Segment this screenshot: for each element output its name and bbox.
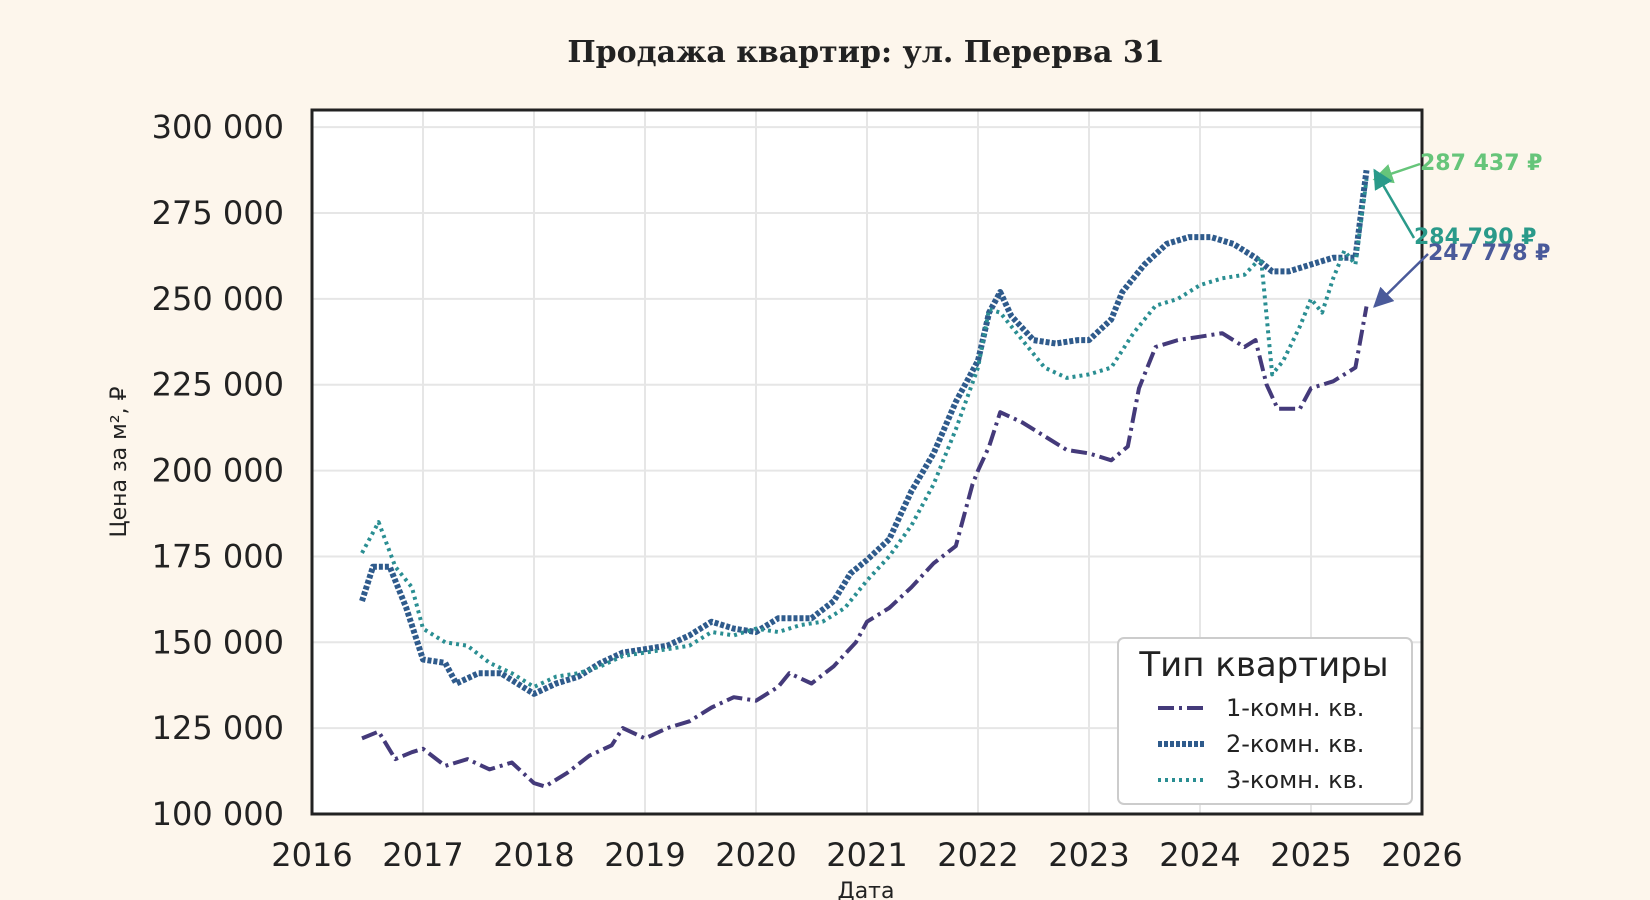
y-tick-label: 125 000 — [152, 709, 284, 747]
annotation-arrow-3 — [1373, 253, 1429, 308]
x-tick-label: 2025 — [1270, 836, 1351, 874]
legend-label-1: 1-комн. кв. — [1226, 694, 1364, 722]
series-line-3 — [360, 179, 1369, 689]
series-line-1 — [361, 306, 1369, 789]
legend-label-2: 2-комн. кв. — [1226, 730, 1364, 758]
tick-labels: 2016 2017 2018 2019 2020 2021 2022 2023 2024 2025… — [152, 108, 1463, 874]
y-tick-label: 175 000 — [152, 537, 284, 575]
annotation-arrow-2 — [1373, 168, 1416, 239]
y-tick-label: 100 000 — [152, 795, 284, 833]
annotation-label-3: 247 778 ₽ — [1428, 241, 1550, 266]
x-tick-label: 2022 — [937, 836, 1018, 874]
chart-title: Продажа квартир: ул. Перерва 31 — [567, 35, 1164, 70]
y-axis-label: Цена за м², ₽ — [107, 386, 132, 537]
x-tick-label: 2020 — [715, 836, 796, 874]
plot-frame — [310, 108, 1424, 816]
legend-box — [1117, 637, 1413, 805]
legend: Тип квартиры 1-комн. кв. 2-комн. кв. 3-к… — [1117, 637, 1413, 805]
y-tick-label: 200 000 — [152, 452, 284, 490]
x-tick-label: 2021 — [826, 836, 907, 874]
x-tick-label: 2019 — [604, 836, 685, 874]
legend-title: Тип квартиры — [1138, 645, 1388, 685]
y-tick-label: 225 000 — [152, 366, 284, 404]
x-tick-label: 2017 — [382, 836, 463, 874]
x-axis-label: Дата — [838, 879, 895, 900]
x-tick-label: 2024 — [1159, 836, 1240, 874]
annotation-label-1: 287 437 ₽ — [1420, 151, 1542, 176]
x-tick-label: 2018 — [493, 836, 574, 874]
legend-label-3: 3-комн. кв. — [1226, 766, 1364, 794]
y-tick-label: 250 000 — [152, 280, 284, 318]
x-tick-label: 2026 — [1381, 836, 1462, 874]
annotation-label-2: 284 790 ₽ — [1414, 225, 1536, 250]
x-tick-label: 2016 — [271, 836, 352, 874]
y-tick-label: 300 000 — [152, 108, 284, 146]
y-tick-label: 275 000 — [152, 194, 284, 232]
x-tick-label: 2023 — [1048, 836, 1129, 874]
series-layer — [359, 169, 1370, 789]
annotations: 287 437 ₽ 284 790 ₽247 778 ₽ — [1372, 151, 1550, 308]
series-line-2 — [359, 169, 1370, 697]
y-tick-label: 150 000 — [152, 623, 284, 661]
